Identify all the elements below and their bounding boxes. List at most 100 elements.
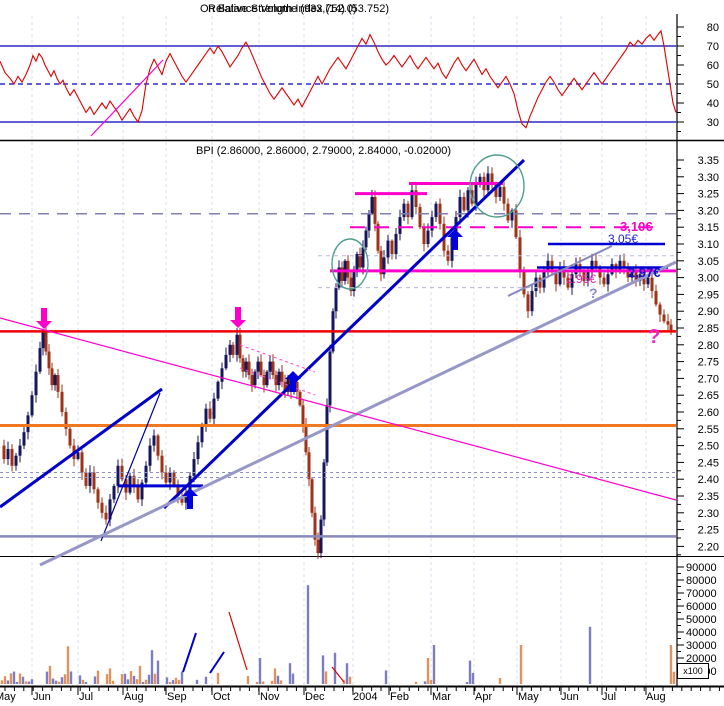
obv-indicator-title: On Balance Volume (933,752.0) bbox=[200, 3, 357, 15]
volume-bar bbox=[471, 672, 475, 684]
volume-bar bbox=[0, 680, 4, 684]
candle-body bbox=[386, 240, 390, 258]
rsi-indicator-title: Relative Strength Index (14) (53.752) bbox=[208, 3, 389, 15]
candle-body bbox=[630, 270, 634, 278]
candle-body bbox=[228, 344, 232, 355]
x-axis-month-label: Jul bbox=[602, 691, 616, 703]
x-axis-month-label: Jul bbox=[79, 691, 93, 703]
volume-axis-tick-label: 90000 bbox=[686, 562, 717, 574]
price-chart-surface[interactable] bbox=[0, 141, 676, 556]
rsi-trendline bbox=[90, 59, 164, 137]
trendline bbox=[0, 317, 677, 501]
candle-body bbox=[22, 432, 26, 446]
volume-bar bbox=[6, 680, 10, 684]
candle-body bbox=[152, 435, 156, 446]
trendline bbox=[39, 260, 677, 567]
price-axis-tick-label: 3.30 bbox=[698, 172, 719, 184]
price-label-305: 3.05€ bbox=[608, 232, 639, 246]
volume-bar bbox=[348, 676, 352, 684]
rsi-chart-surface[interactable] bbox=[0, 16, 676, 140]
candle-body bbox=[669, 324, 673, 332]
candle-body bbox=[26, 415, 30, 433]
candle-body bbox=[406, 203, 410, 218]
candle-body bbox=[346, 260, 350, 278]
question-mark-gray: ? bbox=[589, 285, 598, 301]
volume-bar bbox=[138, 665, 142, 684]
candle-body bbox=[64, 412, 68, 429]
price-axis-tick-label: 2.40 bbox=[698, 474, 719, 486]
x-axis-month-label: Jun bbox=[561, 691, 579, 703]
volume-bar bbox=[141, 681, 145, 684]
volume-bar bbox=[432, 645, 436, 684]
question-mark-magenta: ? bbox=[648, 326, 661, 348]
volume-bar bbox=[105, 674, 109, 684]
volume-bar bbox=[291, 673, 295, 684]
volume-trend-segment bbox=[331, 666, 345, 683]
volume-bar bbox=[3, 676, 7, 684]
candle-body bbox=[394, 233, 398, 255]
price-axis-tick-label: 2.45 bbox=[698, 457, 719, 469]
candle-body bbox=[434, 203, 438, 218]
candle-body bbox=[390, 240, 394, 255]
candle-body bbox=[192, 459, 196, 476]
candle-body bbox=[534, 277, 538, 292]
price-axis-tick-label: 3.00 bbox=[698, 273, 719, 285]
candle-body bbox=[160, 455, 164, 473]
rsi-axis-tick-label: 70 bbox=[707, 41, 719, 53]
volume-bar bbox=[111, 680, 115, 684]
candle-body bbox=[337, 267, 341, 288]
volume-bar bbox=[48, 665, 52, 684]
indicator-title-row: On Balance Volume (933,752.0) Relative S… bbox=[0, 2, 724, 16]
volume-chart-surface[interactable] bbox=[0, 557, 676, 686]
candle-body bbox=[14, 455, 18, 466]
rsi-axis-tick-label: 80 bbox=[707, 22, 719, 34]
candle-body bbox=[231, 344, 235, 355]
candle-body bbox=[265, 371, 269, 386]
trendline bbox=[162, 158, 526, 510]
volume-bar bbox=[9, 673, 13, 684]
volume-axis-tick-label: 50000 bbox=[686, 614, 717, 626]
volume-bar bbox=[498, 677, 502, 684]
candle-body bbox=[666, 321, 670, 325]
volume-bar bbox=[180, 671, 184, 684]
candle-body bbox=[654, 291, 658, 305]
volume-axis-tick-label: 40000 bbox=[686, 627, 717, 639]
trendline bbox=[507, 245, 613, 297]
candle-body bbox=[280, 371, 284, 382]
volume-bar bbox=[258, 658, 262, 684]
candle-body bbox=[598, 267, 602, 278]
candle-body bbox=[271, 361, 275, 376]
candle-body bbox=[474, 183, 478, 204]
candle-body bbox=[247, 361, 251, 376]
candle-body bbox=[250, 375, 254, 386]
candle-body bbox=[642, 274, 646, 285]
candle-body bbox=[458, 196, 462, 218]
volume-trend-segment bbox=[209, 651, 225, 674]
price-axis-tick-label: 2.65 bbox=[698, 390, 719, 402]
volume-axis-tick-label: 30000 bbox=[686, 640, 717, 652]
candle-body bbox=[235, 334, 239, 355]
candle-body bbox=[301, 405, 305, 426]
candle-body bbox=[490, 173, 494, 184]
candle-body bbox=[325, 405, 329, 463]
price-axis-tick-label: 2.80 bbox=[698, 340, 719, 352]
candle-body bbox=[422, 227, 426, 244]
candle-body bbox=[44, 331, 48, 352]
x-axis-month-label: Aug bbox=[646, 691, 666, 703]
candle-body bbox=[382, 257, 386, 275]
candle-body bbox=[658, 304, 662, 315]
volume-bar bbox=[81, 679, 85, 684]
candle-body bbox=[379, 250, 383, 275]
volume-bar bbox=[672, 671, 676, 684]
candle-body bbox=[364, 230, 368, 248]
x-axis-month-label: May bbox=[518, 691, 539, 703]
candle-body bbox=[53, 375, 57, 386]
volume-bar bbox=[204, 676, 208, 684]
volume-axis-tick-label: 80000 bbox=[686, 575, 717, 587]
candle-body bbox=[180, 496, 184, 503]
price-label-297: 2,97€ bbox=[628, 265, 661, 280]
candle-body bbox=[373, 196, 377, 224]
candle-body bbox=[68, 428, 72, 446]
candle-body bbox=[96, 489, 100, 503]
candle-body bbox=[646, 277, 650, 285]
